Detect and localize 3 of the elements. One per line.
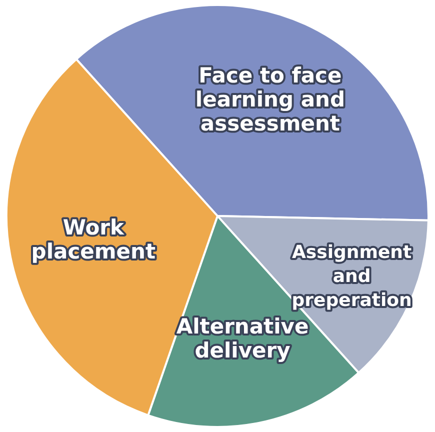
slice-label: Assignment and preperation <box>292 242 412 312</box>
slice-label: Work placement <box>31 215 156 264</box>
slice-label: Face to face learning and assessment <box>195 63 345 136</box>
